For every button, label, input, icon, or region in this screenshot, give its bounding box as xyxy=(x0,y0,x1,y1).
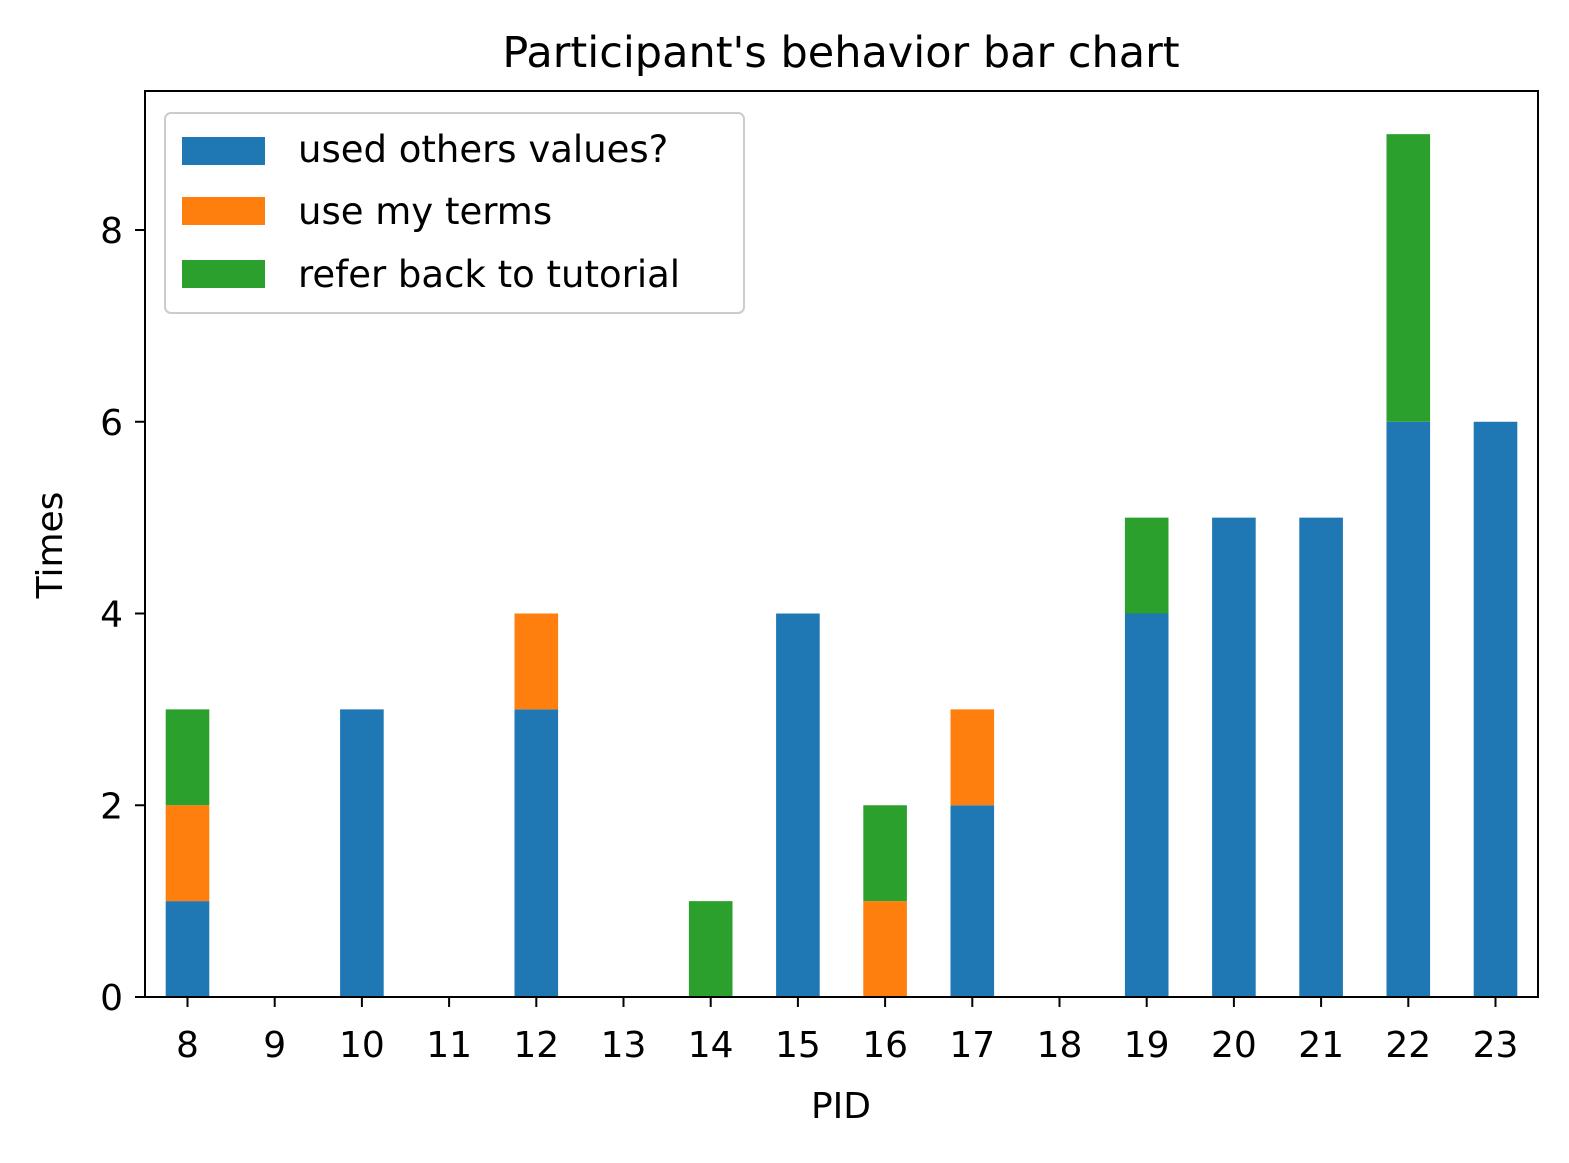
axes-layer: 8 9 10 11 12 13 14 15 16 17 18 19 20 21 22 23 0 2 4 6 8 xyxy=(100,90,1539,1066)
bar-used-others-values-pid-10 xyxy=(340,709,384,997)
bar-used-others-values-pid-8 xyxy=(165,901,210,997)
bar-used-others-values-pid-22 xyxy=(1386,421,1431,997)
bar-used-others-values-pid-17 xyxy=(950,805,995,997)
bar-use-my-terms-pid-17 xyxy=(950,709,995,806)
x-tick-label: 20 xyxy=(1211,1025,1257,1066)
legend-box xyxy=(164,112,745,314)
bar-used-others-values-pid-12 xyxy=(514,709,559,997)
chart-title: Participant's behavior bar chart xyxy=(502,28,1179,78)
bar-refer-back-to-tutorial-pid-8 xyxy=(165,709,210,806)
x-tick-label: 23 xyxy=(1473,1025,1519,1066)
legend-label-used-others-values: used others values? xyxy=(298,128,668,171)
x-tick-label: 18 xyxy=(1037,1025,1083,1066)
x-tick-label: 21 xyxy=(1298,1025,1344,1066)
x-axis-label: PID xyxy=(811,1086,871,1127)
x-tick-label: 16 xyxy=(862,1025,908,1066)
bar-used-others-values-pid-15 xyxy=(776,613,820,997)
bar-refer-back-to-tutorial-pid-16 xyxy=(863,805,907,902)
legend-swatch-refer-back-to-tutorial xyxy=(182,260,265,288)
bar-used-others-values-pid-19 xyxy=(1124,613,1169,997)
bar-used-others-values-pid-21 xyxy=(1299,517,1343,997)
x-tick-label: 19 xyxy=(1124,1025,1170,1066)
x-tick-label: 10 xyxy=(339,1025,385,1066)
y-tick-label: 2 xyxy=(100,786,123,827)
x-tick-label: 14 xyxy=(688,1025,734,1066)
x-tick-label: 9 xyxy=(263,1025,286,1066)
bars-layer xyxy=(165,134,1518,997)
x-tick-label: 17 xyxy=(949,1025,995,1066)
x-tick-label: 8 xyxy=(176,1025,199,1066)
y-tick-label: 4 xyxy=(100,595,123,636)
bar-used-others-values-pid-23 xyxy=(1473,421,1518,997)
bar-refer-back-to-tutorial-pid-22 xyxy=(1386,134,1431,422)
legend-swatch-use-my-terms xyxy=(182,197,265,225)
y-tick-label: 0 xyxy=(100,978,123,1019)
bar-used-others-values-pid-20 xyxy=(1212,517,1256,997)
bar-use-my-terms-pid-12 xyxy=(514,613,559,710)
bar-use-my-terms-pid-16 xyxy=(863,901,907,997)
plot-frame xyxy=(144,90,1539,998)
x-tick-label: 13 xyxy=(601,1025,647,1066)
y-axis-label: Times xyxy=(30,492,71,600)
bar-refer-back-to-tutorial-pid-14 xyxy=(688,901,733,997)
legend-label-refer-back-to-tutorial: refer back to tutorial xyxy=(298,253,680,296)
bar-refer-back-to-tutorial-pid-19 xyxy=(1124,517,1169,614)
legend-label-use-my-terms: use my terms xyxy=(298,190,552,233)
x-tick-label: 15 xyxy=(775,1025,821,1066)
bar-use-my-terms-pid-8 xyxy=(165,805,210,902)
x-tick-label: 11 xyxy=(426,1025,472,1066)
legend-swatch-used-others-values xyxy=(182,137,265,165)
y-tick-label: 6 xyxy=(100,403,123,444)
legend: used others values? use my terms refer b… xyxy=(164,112,745,314)
x-tick-label: 22 xyxy=(1385,1025,1431,1066)
x-tick-label: 12 xyxy=(513,1025,559,1066)
y-tick-label: 8 xyxy=(100,211,123,252)
